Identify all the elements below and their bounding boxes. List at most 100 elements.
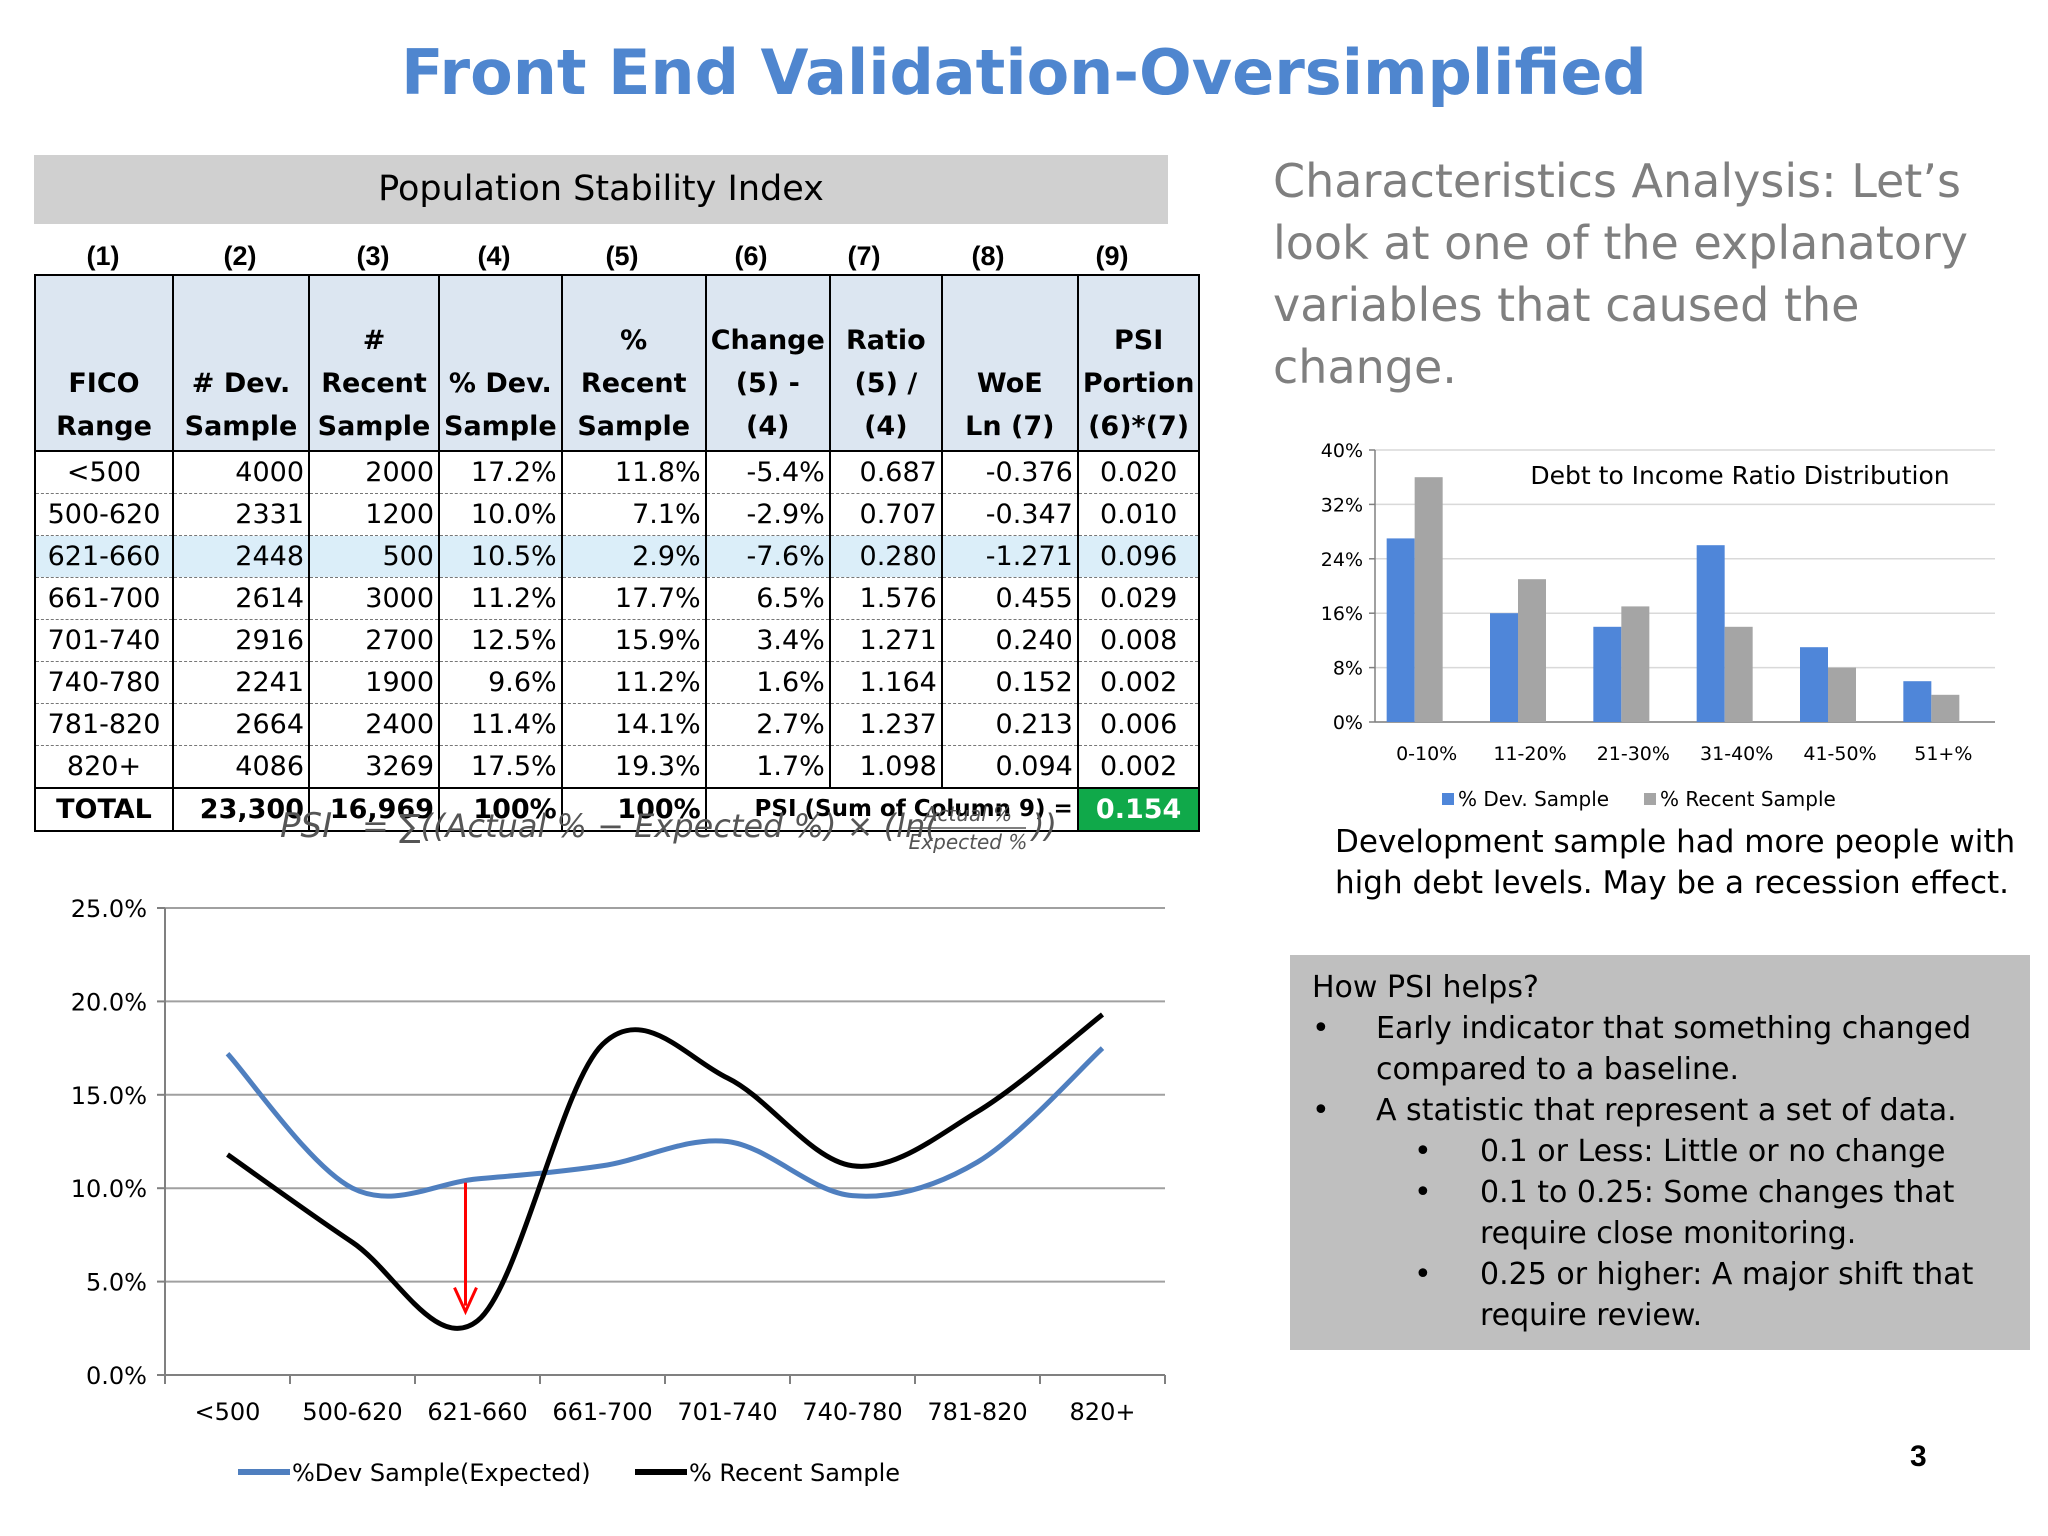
bar-recent (1828, 667, 1856, 722)
total-pdev: 100% (438, 787, 563, 832)
column-header-line: PSI (1113, 325, 1164, 356)
characteristics-analysis-text: Characteristics Analysis: Let’s look at … (1273, 154, 1969, 394)
cell-ratio: 1.576 (828, 577, 943, 620)
cell-precent: 11.8% (560, 450, 707, 494)
y-tick-label: 8% (1333, 658, 1363, 680)
column-header: WoE Ln (7) (940, 274, 1079, 452)
column-header-line (947, 319, 1073, 362)
cell-woe: 0.240 (940, 619, 1079, 662)
cell-change: -5.4% (704, 450, 831, 494)
cell-change: -7.6% (704, 535, 831, 578)
cell-dev: 2614 (172, 577, 310, 620)
cell-precent: 19.3% (560, 745, 707, 789)
cell-psi: 0.002 (1076, 745, 1201, 789)
y-tick-label: 5.0% (86, 1269, 147, 1297)
column-number: (4) (477, 241, 511, 271)
column-header-line: FICO (68, 368, 140, 399)
column-header-line: Sample (444, 411, 557, 442)
column-header-line (314, 277, 434, 319)
psi-total-row: TOTAL 23,300 16,969 100% 100% PSI (Sum of Col… (34, 787, 1201, 832)
cell-recent: 3269 (308, 745, 440, 789)
cell-recent: 2400 (308, 703, 440, 746)
x-tick-label: 740-780 (802, 1398, 902, 1426)
cell-range: 621-660 (34, 535, 174, 578)
psi-table-row: 740-780 2241 1900 9.6% 11.2% 1.6% 1.164 0.152 0.… (34, 661, 1201, 704)
x-tick-label: 701-740 (677, 1398, 777, 1426)
series-line-dev (225, 1046, 1105, 1199)
cell-range: 701-740 (34, 619, 174, 662)
y-tick-label: 10.0% (71, 1175, 147, 1203)
help-bullet: • A statistic that represent a set of dat… (1312, 1093, 1957, 1128)
x-tick-label: 820+ (1070, 1398, 1136, 1426)
cell-woe: -1.271 (940, 535, 1079, 578)
bar-dev (1696, 545, 1725, 722)
legend-swatch (1442, 793, 1454, 805)
cell-psi: 0.002 (1076, 661, 1201, 704)
y-tick-label: 0.0% (86, 1362, 147, 1390)
help-sub-bullet: • 0.1 or Less: Little or no change (1414, 1134, 1946, 1169)
y-tick-label: 24% (1321, 549, 1363, 571)
cell-recent: 1900 (308, 661, 440, 704)
cell-dev: 2916 (172, 619, 310, 662)
psi-sum-label: PSI (Sum of Column 9) = (704, 787, 1079, 832)
column-header-line: (5) / (4) (854, 368, 918, 442)
column-header-line: (5) - (4) (735, 368, 800, 442)
cell-ratio: 0.707 (828, 493, 943, 536)
help-sub-bullet: • 0.25 or higher: A major shift that requ… (1414, 1257, 1974, 1333)
column-header-line (178, 319, 304, 362)
cell-recent: 3000 (308, 577, 440, 620)
column-header-line: # Recent (321, 325, 427, 399)
cell-psi: 0.008 (1076, 619, 1201, 662)
total-dev: 23,300 (172, 787, 310, 832)
legend-label: % Recent Sample (689, 1459, 900, 1487)
cell-range: 781-820 (34, 703, 174, 746)
help-box-title: How PSI helps? (1312, 970, 1539, 1005)
column-number: (7) (847, 241, 881, 271)
cell-recent: 2000 (308, 450, 440, 494)
total-recent: 16,969 (308, 787, 440, 832)
cell-change: -2.9% (704, 493, 831, 536)
column-number: (2) (223, 241, 257, 271)
y-tick-label: 20.0% (71, 988, 147, 1016)
column-header-line: (6)*(7) (1088, 411, 1190, 442)
cell-precent: 17.7% (560, 577, 707, 620)
cell-pdev: 11.4% (438, 703, 563, 746)
cell-precent: 2.9% (560, 535, 707, 578)
cell-pdev: 17.2% (438, 450, 563, 494)
psi-total-value: 0.154 (1076, 787, 1201, 832)
help-sub-bullet-text: 0.1 or Less: Little or no change (1480, 1134, 1946, 1169)
cell-ratio: 1.271 (828, 619, 943, 662)
cell-change: 1.7% (704, 745, 831, 789)
column-header: Ratio (5) / (4) (828, 274, 943, 452)
bar-recent (1414, 477, 1443, 722)
column-header-line: Portion (1082, 368, 1195, 399)
x-tick-label: 621-660 (427, 1398, 527, 1426)
cell-pdev: 9.6% (438, 661, 563, 704)
cell-dev: 4000 (172, 450, 310, 494)
cell-psi: 0.096 (1076, 535, 1201, 578)
column-number: (3) (356, 241, 390, 271)
bar-dev (1593, 626, 1622, 722)
bar-recent (1724, 626, 1753, 722)
cell-change: 3.4% (704, 619, 831, 662)
cell-pdev: 10.0% (438, 493, 563, 536)
column-header-line (711, 277, 825, 319)
column-header-line (444, 319, 557, 362)
column-header: PSI Portion (6)*(7) (1076, 274, 1201, 452)
column-header: # Recent Sample (308, 274, 440, 452)
help-bullet-text: Early indicator that something changed c… (1376, 1011, 1972, 1087)
psi-help-box: How PSI helps? • Early indicator that som… (1290, 955, 2030, 1350)
formula-numerator: Actual % (922, 802, 1012, 826)
formula-body: = ∑((Actual % − Expected %) × (ln( (362, 807, 939, 845)
cell-woe: 0.094 (940, 745, 1079, 789)
dti-bar-chart: 0% 8% 16% 24% 32% 40% 0-10% 11-20% 21-30% 31-40% 4… (1321, 440, 1995, 811)
help-sub-bullet-text: 0.25 or higher: A major shift that requi… (1480, 1257, 1974, 1333)
x-tick-label: 51+% (1914, 743, 1972, 765)
cell-recent: 2700 (308, 619, 440, 662)
help-sub-bullet-text: 0.1 to 0.25: Some changes that require c… (1480, 1175, 1955, 1251)
red-arrow-head (453, 1286, 478, 1316)
cell-psi: 0.006 (1076, 703, 1201, 746)
column-header-line: Sample (184, 411, 298, 442)
y-tick-label: 40% (1321, 440, 1363, 462)
cell-ratio: 0.687 (828, 450, 943, 494)
